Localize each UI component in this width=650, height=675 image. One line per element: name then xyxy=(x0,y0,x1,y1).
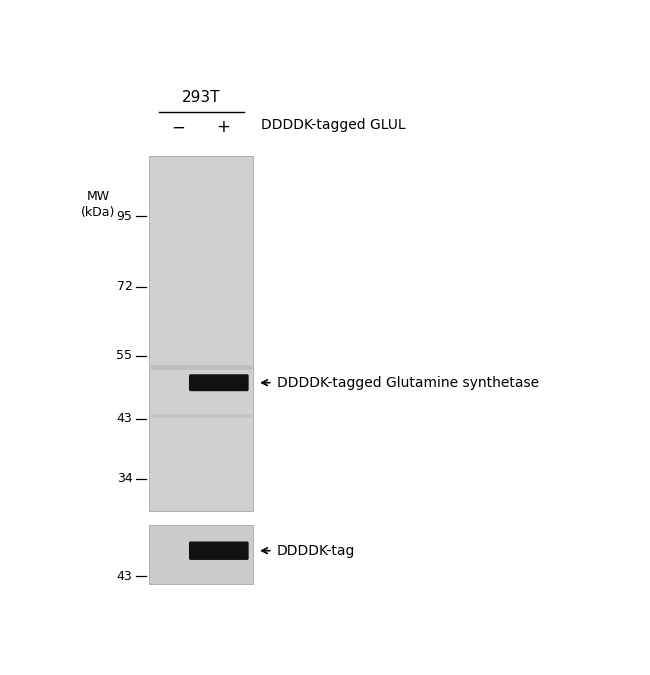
Bar xyxy=(150,525,254,584)
FancyBboxPatch shape xyxy=(189,374,249,392)
Text: +: + xyxy=(216,118,230,136)
Bar xyxy=(151,365,252,370)
Text: 95: 95 xyxy=(116,210,133,223)
Text: 43: 43 xyxy=(116,570,133,583)
Text: 43: 43 xyxy=(116,412,133,425)
Text: DDDDK-tagged GLUL: DDDDK-tagged GLUL xyxy=(261,118,406,132)
Bar xyxy=(150,157,254,511)
Text: DDDDK-tagged Glutamine synthetase: DDDDK-tagged Glutamine synthetase xyxy=(276,376,539,389)
Text: 293T: 293T xyxy=(182,90,220,105)
FancyBboxPatch shape xyxy=(189,541,249,560)
Text: −: − xyxy=(171,118,185,136)
Text: 55: 55 xyxy=(116,349,133,362)
Text: 34: 34 xyxy=(116,472,133,485)
Text: MW
(kDa): MW (kDa) xyxy=(81,190,116,219)
Bar xyxy=(151,414,252,418)
Text: DDDDK-tag: DDDDK-tag xyxy=(276,543,355,558)
Text: 72: 72 xyxy=(116,281,133,294)
